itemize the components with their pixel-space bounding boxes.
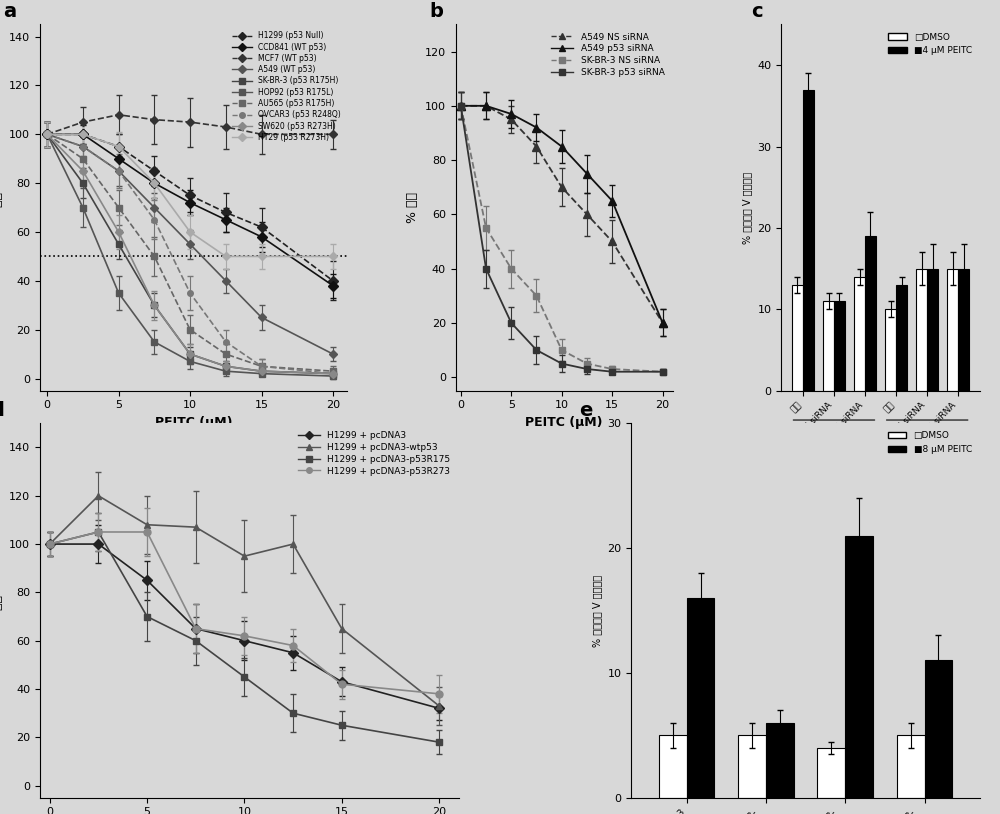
Text: c: c: [751, 2, 763, 21]
Bar: [792, 285, 803, 391]
Bar: [897, 735, 925, 798]
Bar: [803, 90, 814, 391]
Legend: H1299 + pcDNA3, H1299 + pcDNA3-wtp53, H1299 + pcDNA3-p53R175, H1299 + pcDNA3-p53: H1299 + pcDNA3, H1299 + pcDNA3-wtp53, H1…: [294, 428, 454, 479]
Bar: [823, 301, 834, 391]
Bar: [854, 277, 865, 391]
Text: SK-BR-3: SK-BR-3: [815, 457, 853, 466]
Bar: [817, 748, 845, 798]
Bar: [925, 660, 952, 798]
Text: e: e: [579, 400, 592, 420]
Text: d: d: [0, 400, 4, 420]
Bar: [916, 269, 927, 391]
Bar: [958, 269, 969, 391]
Legend: A549 NS siRNA, A549 p53 siRNA, SK-BR-3 NS siRNA, SK-BR-3 p53 siRNA: A549 NS siRNA, A549 p53 siRNA, SK-BR-3 N…: [547, 29, 668, 81]
Text: A549: A549: [915, 457, 940, 466]
Y-axis label: % 增殖: % 增殖: [406, 192, 419, 223]
X-axis label: PEITC (μM): PEITC (μM): [525, 416, 603, 429]
Bar: [687, 598, 714, 798]
Text: b: b: [430, 2, 444, 21]
Bar: [947, 269, 958, 391]
Bar: [738, 735, 766, 798]
Bar: [766, 723, 794, 798]
Bar: [927, 269, 938, 391]
Bar: [834, 301, 845, 391]
Y-axis label: % 膜联蛋白 V 染色阳性: % 膜联蛋白 V 染色阳性: [742, 172, 752, 243]
Legend: H1299 (p53 Null), CCD841 (WT p53), MCF7 (WT p53), A549 (WT p53), SK-BR-3 (p53 R1: H1299 (p53 Null), CCD841 (WT p53), MCF7 …: [229, 28, 343, 145]
Legend: □DMSO, ■4 μM PEITC: □DMSO, ■4 μM PEITC: [885, 29, 975, 59]
Bar: [865, 236, 876, 391]
Text: a: a: [3, 2, 16, 21]
Bar: [845, 536, 873, 798]
X-axis label: PEITC (μM): PEITC (μM): [155, 416, 232, 429]
Bar: [896, 285, 907, 391]
Bar: [885, 309, 896, 391]
Y-axis label: % 增殖: % 增殖: [0, 595, 4, 626]
Legend: □DMSO, ■8 μM PEITC: □DMSO, ■8 μM PEITC: [885, 428, 975, 457]
Y-axis label: % 膜联蛋白 V 染色阳性: % 膜联蛋白 V 染色阳性: [592, 575, 602, 646]
Y-axis label: % 增殖: % 增殖: [0, 192, 4, 223]
Bar: [659, 735, 687, 798]
